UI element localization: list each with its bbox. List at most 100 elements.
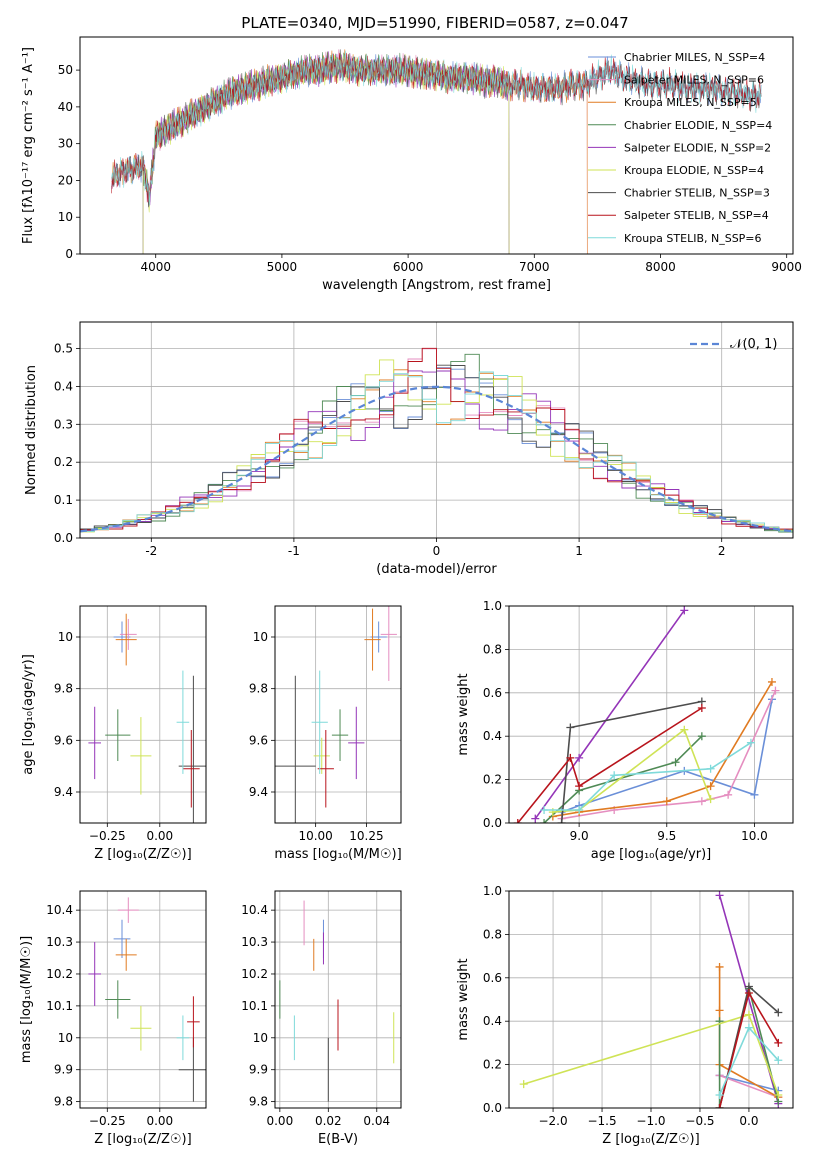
- x-tick-label: −1.5: [587, 1114, 616, 1128]
- massweight-marker: [774, 1038, 783, 1047]
- x-axis-label: wavelength [Angstrom, rest frame]: [322, 278, 551, 293]
- spectrum-panel: 4000 5000 6000 7000 8000 9000 0 10 20 30 40 50 wavel…: [21, 36, 802, 293]
- x-tick-label: 4000: [140, 260, 171, 274]
- x-tick-label: 1: [575, 544, 583, 558]
- x-tick-label: 8000: [645, 260, 676, 274]
- y-tick-label: 30: [58, 137, 73, 151]
- massweight-marker: [680, 725, 689, 734]
- x-axis-label: Z [log₁₀(Z/Z☉)]: [94, 1132, 191, 1147]
- y-axis-label: age [log₁₀(age/yr)]: [21, 654, 36, 775]
- massweight-vs-age-panel: 9.0 9.5 10.0 0.0 0.2 0.4 0.6 0.8 1.0 age [log₁₀(a…: [456, 599, 794, 862]
- plot-area: [513, 606, 780, 823]
- plot-frame: [79, 36, 794, 255]
- massweight-marker: [744, 1010, 753, 1019]
- y-tick-label: 0.8: [483, 927, 502, 941]
- age-vs-mass-panel: 10.00 10.25 9.4 9.6 9.8 10 mass [log₁₀(M/M☉)]: [249, 605, 402, 862]
- massweight-marker: [774, 1090, 783, 1099]
- x-axis-label: age [log₁₀(age/yr)]: [591, 847, 712, 862]
- plot-frame: [79, 321, 794, 539]
- massweight-vs-metallicity-panel: −2.0 −1.5 −1.0 −0.5 0.0 0.0 0.2 0.4 0.6 0.8 1.0 Z […: [456, 884, 794, 1147]
- y-axis-label: mass [log₁₀(M/M☉)]: [19, 936, 34, 1063]
- spectrum-series-line: [111, 50, 762, 206]
- y-tick-label: 9.6: [249, 733, 268, 747]
- massweight-marker: [774, 1056, 783, 1065]
- massweight-marker: [706, 764, 715, 773]
- histogram-step: [80, 371, 793, 534]
- massweight-marker: [566, 723, 575, 732]
- histogram-step: [80, 347, 793, 533]
- y-tick-label: 9.6: [54, 733, 73, 747]
- y-tick-label: 9.4: [249, 785, 268, 799]
- x-tick-label: −1.0: [636, 1114, 665, 1128]
- x-tick-label: 10.0: [741, 829, 768, 843]
- y-tick-label: 9.8: [54, 682, 73, 696]
- y-tick-label: 0.4: [54, 379, 73, 393]
- plot-area: [519, 891, 783, 1108]
- x-tick-label: 9.0: [570, 829, 589, 843]
- massweight-marker: [744, 1023, 753, 1032]
- x-tick-label: 7000: [519, 260, 550, 274]
- y-tick-label: 10.4: [46, 903, 73, 917]
- x-tick-label: 10.25: [349, 829, 383, 843]
- x-tick-label: 10.00: [298, 829, 332, 843]
- y-tick-label: 10: [58, 1031, 73, 1045]
- spectrum-series-line: [111, 52, 762, 203]
- y-tick-label: 0.2: [483, 773, 502, 787]
- y-tick-label: 20: [58, 173, 73, 187]
- y-tick-label: 1.0: [483, 884, 502, 898]
- massweight-marker: [671, 758, 680, 767]
- x-tick-label: −2.0: [538, 1114, 567, 1128]
- y-tick-label: 0.0: [54, 531, 73, 545]
- y-tick-label: 0.6: [483, 971, 502, 985]
- massweight-marker: [744, 988, 753, 997]
- legend-entry: Chabrier MILES, N_SSP=4: [624, 51, 765, 64]
- massweight-series-line: [543, 735, 703, 823]
- y-tick-label: 0.1: [54, 493, 73, 507]
- massweight-marker: [575, 805, 584, 814]
- y-tick-label: 0.6: [483, 686, 502, 700]
- x-tick-label: -2: [145, 544, 157, 558]
- x-tick-label: 0.02: [315, 1114, 342, 1128]
- plot-area: [88, 897, 206, 1102]
- y-tick-label: 0.8: [483, 642, 502, 656]
- massweight-series-line: [719, 1074, 779, 1098]
- legend-entry: Kroupa STELIB, N_SSP=6: [624, 232, 762, 245]
- x-tick-label: 0.00: [146, 1114, 173, 1128]
- massweight-marker: [513, 819, 522, 823]
- x-tick-label: 0.00: [146, 829, 173, 843]
- massweight-marker: [519, 1080, 528, 1089]
- y-tick-label: 0.2: [483, 1058, 502, 1072]
- y-tick-label: 0.4: [483, 1014, 502, 1028]
- massweight-marker: [746, 738, 755, 747]
- x-tick-label: 9.5: [657, 829, 676, 843]
- massweight-marker: [697, 797, 706, 806]
- massweight-series-line: [719, 1074, 779, 1092]
- massweight-marker: [557, 819, 566, 823]
- massweight-marker: [750, 790, 759, 799]
- y-tick-label: 9.9: [54, 1063, 73, 1077]
- massweight-marker: [531, 814, 540, 823]
- mass-vs-extinction-panel: 0.00 0.02 0.04 9.8 9.9 10 10.1 10.2 10.3 10.4 E(B-…: [241, 890, 402, 1147]
- massweight-marker: [767, 677, 776, 686]
- massweight-marker: [715, 962, 724, 971]
- massweight-marker: [715, 1090, 724, 1099]
- massweight-marker: [774, 1008, 783, 1017]
- y-tick-label: 10: [58, 630, 73, 644]
- massweight-marker: [540, 805, 549, 814]
- residuals-panel: -2 -1 0 1 2 0.0 0.1 0.2 0.3 0.4 0.5 (data-model)/er…: [24, 321, 794, 577]
- y-tick-label: 10: [58, 210, 73, 224]
- y-tick-label: 10.4: [241, 903, 268, 917]
- massweight-marker: [566, 753, 575, 762]
- mass-vs-metallicity-panel: −0.25 0.00 9.8 9.9 10 10.1 10.2 10.3 10.4 Z [log₁…: [19, 890, 207, 1147]
- massweight-series-line: [517, 707, 703, 823]
- plot-area: [88, 613, 206, 823]
- x-tick-label: 6000: [393, 260, 424, 274]
- massweight-marker: [715, 1006, 724, 1015]
- massweight-marker: [697, 732, 706, 741]
- massweight-marker: [706, 795, 715, 804]
- legend-entry: Salpeter STELIB, N_SSP=4: [624, 209, 769, 222]
- x-axis-label: Z [log₁₀(Z/Z☉)]: [94, 847, 191, 862]
- y-tick-label: 10.2: [46, 967, 73, 981]
- y-tick-label: 9.8: [54, 1095, 73, 1109]
- plot-frame: [79, 890, 207, 1109]
